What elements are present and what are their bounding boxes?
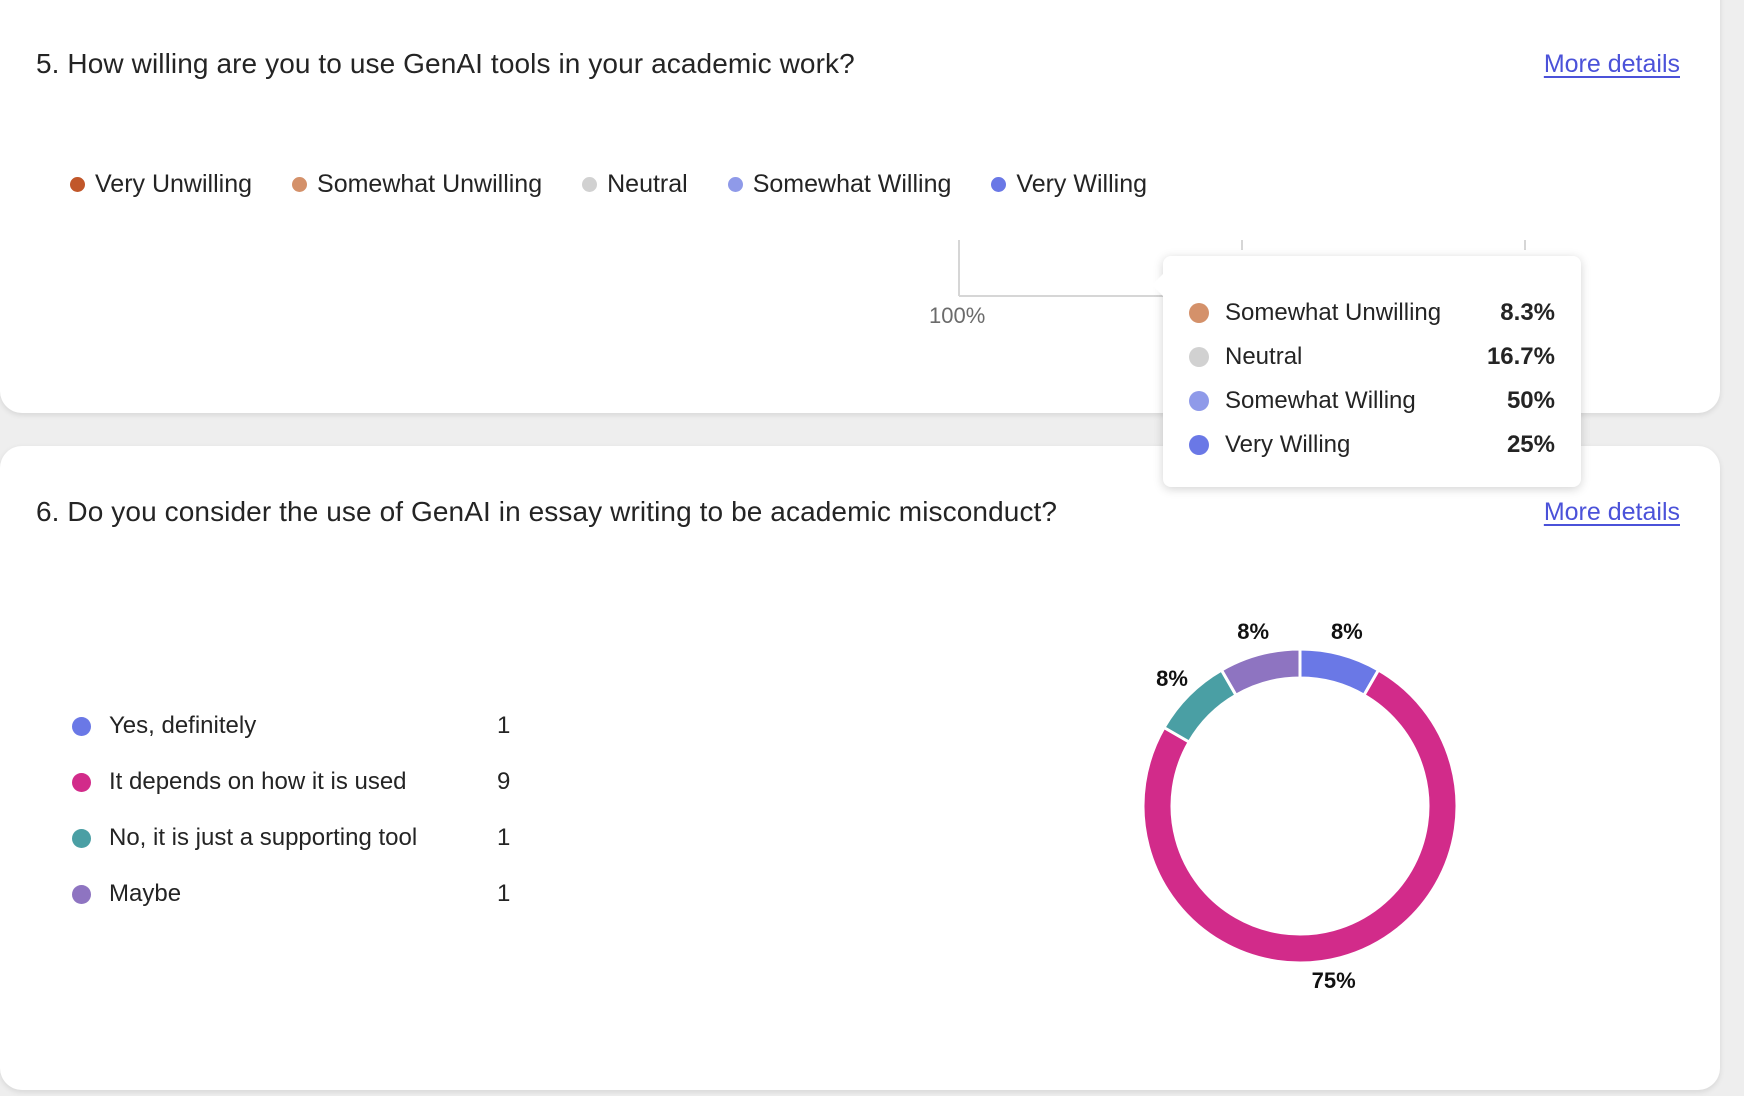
legend-dot <box>582 177 598 192</box>
legend-dot <box>72 828 91 848</box>
tooltip-value: 16.7% <box>1486 343 1555 370</box>
question-title: 6. Do you consider the use of GenAI in e… <box>36 496 1058 527</box>
legend-dot <box>727 177 743 192</box>
option-label: Maybe <box>109 880 182 907</box>
option-label: No, it is just a supporting tool <box>109 824 418 851</box>
tooltip-dot <box>1189 391 1209 411</box>
legend-label: Very Unwilling <box>95 170 253 198</box>
legend-label: Very Willing <box>1016 170 1147 198</box>
tooltip-value: 8.3% <box>1500 299 1555 326</box>
donut-data-label: 8% <box>1237 619 1269 644</box>
legend-label: Neutral <box>607 170 688 198</box>
legend-dot <box>72 716 91 736</box>
tooltip-value: 50% <box>1506 387 1555 414</box>
donut-chart: 8% 75% 8% 8% <box>1141 619 1459 993</box>
question-card-6: 6. Do you consider the use of GenAI in e… <box>0 446 1720 1090</box>
list-item[interactable]: It depends on how it is used 9 <box>72 754 522 810</box>
donut-data-label: 8% <box>1331 619 1363 644</box>
legend-item-somewhat-willing[interactable]: Somewhat Willing <box>727 170 952 199</box>
donut-data-label: 8% <box>1156 666 1188 691</box>
question-title: 5. How willing are you to use GenAI tool… <box>36 48 855 79</box>
donut-slice-maybe[interactable] <box>1219 647 1302 698</box>
legend-item-neutral[interactable]: Neutral <box>582 170 688 199</box>
option-count: 9 <box>497 768 511 795</box>
list-item[interactable]: No, it is just a supporting tool 1 <box>72 810 522 866</box>
tooltip-row: Somewhat Willing 50% <box>1189 386 1555 416</box>
legend-label: Somewhat Unwilling <box>317 170 543 198</box>
tooltip-value: 25% <box>1506 431 1555 458</box>
tooltip-row: Neutral 16.7% <box>1189 342 1555 372</box>
legend-item-somewhat-unwilling[interactable]: Somewhat Unwilling <box>292 170 542 199</box>
tooltip-label: Somewhat Willing <box>1225 387 1416 414</box>
tooltip-label: Neutral <box>1225 343 1303 370</box>
option-label: It depends on how it is used <box>109 768 407 795</box>
option-label: Yes, definitely <box>109 712 257 739</box>
tooltip-arrow <box>1152 274 1163 296</box>
legend-dot <box>72 772 91 792</box>
chart-legend: Very Unwilling Somewhat Unwilling Neutra… <box>70 170 1187 199</box>
option-count: 1 <box>497 824 511 851</box>
list-item[interactable]: Yes, definitely 1 <box>72 698 522 754</box>
tooltip-row: Very Willing 25% <box>1189 430 1555 460</box>
more-details-link[interactable]: More details <box>1543 498 1680 526</box>
tooltip-label: Very Willing <box>1225 431 1351 458</box>
legend-label: Somewhat Willing <box>752 170 952 198</box>
donut-data-label: 75% <box>1312 968 1356 993</box>
more-details-link[interactable]: More details <box>1543 50 1680 78</box>
answer-list: Yes, definitely 1 It depends on how it i… <box>72 698 522 922</box>
chart-tooltip: Somewhat Unwilling 8.3% Neutral 16.7% So… <box>1152 256 1581 487</box>
legend-item-very-willing[interactable]: Very Willing <box>991 170 1147 199</box>
option-count: 1 <box>497 880 511 907</box>
legend-item-very-unwilling[interactable]: Very Unwilling <box>70 170 252 199</box>
tooltip-label: Somewhat Unwilling <box>1225 299 1442 326</box>
legend-dot <box>72 884 91 904</box>
donut-slice-it-depends[interactable] <box>1141 667 1459 965</box>
tooltip-row: Somewhat Unwilling 8.3% <box>1189 298 1555 328</box>
question-card-5: 5. How willing are you to use GenAI tool… <box>0 0 1720 413</box>
list-item[interactable]: Maybe 1 <box>72 866 522 922</box>
legend-dot <box>991 177 1007 192</box>
tooltip-dot <box>1189 303 1209 323</box>
legend-dot <box>70 177 85 192</box>
tooltip-dot <box>1189 347 1209 367</box>
legend-dot <box>292 177 308 192</box>
tooltip-dot <box>1189 435 1209 455</box>
option-count: 1 <box>497 712 511 739</box>
axis-tick-label: 100% <box>929 303 986 328</box>
